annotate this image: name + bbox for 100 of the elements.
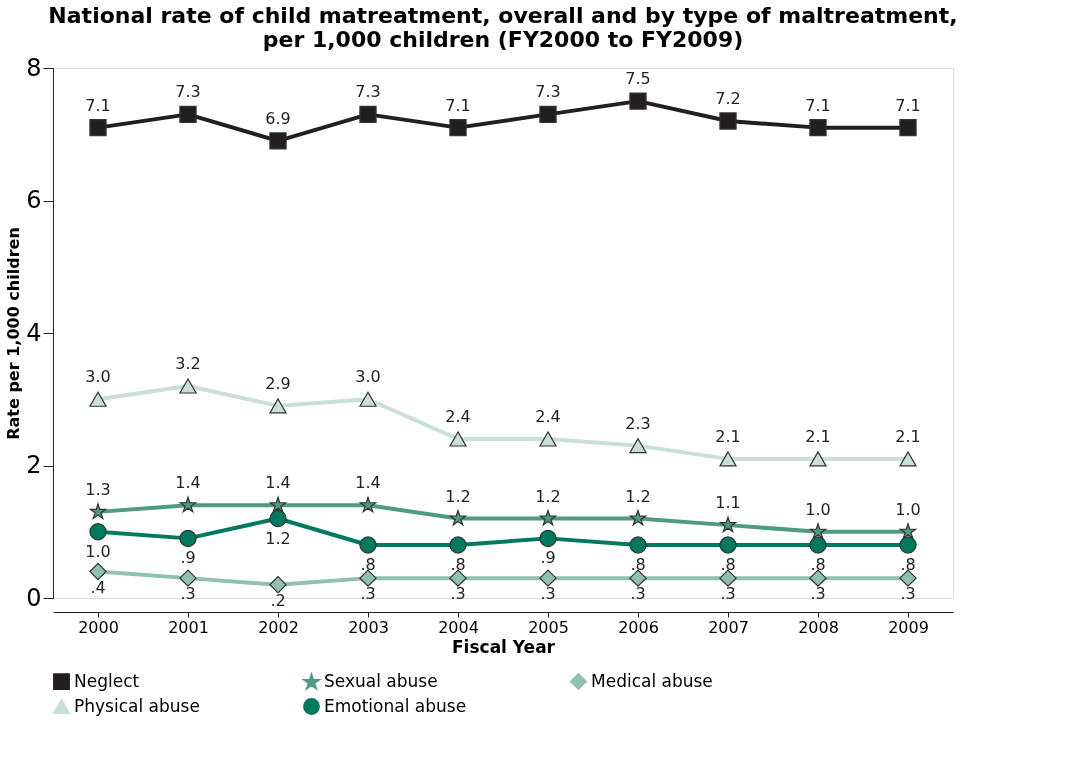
point (179, 496, 197, 513)
data-label: 2.4 (445, 407, 471, 426)
point (269, 398, 287, 414)
data-label: 2.1 (715, 426, 741, 446)
y-tick-label: 4 (26, 318, 42, 347)
point (449, 536, 467, 554)
data-label: 7.2 (715, 89, 741, 108)
x-tick-label: 2006 (618, 617, 659, 637)
data-label: 7.1 (895, 95, 921, 115)
data-label: 7.5 (625, 69, 651, 89)
point (359, 536, 377, 554)
data-label: 3.2 (175, 354, 201, 373)
x-axis-title: Fiscal Year (452, 636, 556, 657)
data-label: 1.0 (85, 541, 111, 561)
data-label: .2 (270, 590, 286, 610)
point (89, 562, 107, 581)
data-label: 1.4 (355, 473, 381, 493)
x-tick-label: 2004 (438, 617, 479, 637)
point (539, 431, 557, 447)
text: National rate of child matreatment, overall and by type of maltreatment, (48, 3, 958, 28)
data-label: .8 (810, 555, 826, 574)
data-label: 1.4 (175, 473, 201, 493)
point (269, 132, 287, 150)
data-label: .3 (180, 584, 196, 604)
data-label: .3 (360, 584, 376, 604)
point (719, 569, 737, 587)
point (629, 92, 647, 110)
data-label: 2.1 (805, 426, 831, 446)
x-tick-label: 2001 (168, 617, 209, 637)
data-label: .8 (900, 555, 916, 574)
data-label: .8 (630, 555, 646, 574)
point (809, 523, 827, 539)
data-label: 2.3 (625, 413, 651, 433)
point (809, 451, 827, 467)
data-label: 7.3 (355, 82, 381, 102)
point (179, 529, 197, 548)
point (719, 516, 737, 533)
y-tick-label: 8 (26, 53, 42, 82)
data-label: 1.2 (445, 486, 471, 506)
data-label: 2.9 (265, 373, 291, 393)
point (899, 569, 917, 587)
point (899, 451, 917, 467)
point (719, 112, 737, 130)
data-label: 7.3 (175, 82, 201, 102)
point (449, 431, 467, 447)
point (89, 523, 107, 541)
x-tick-label: 2005 (528, 617, 569, 637)
point (179, 105, 197, 124)
data-label: 1.2 (535, 486, 561, 506)
point (629, 509, 647, 526)
point (89, 118, 107, 137)
data-label: 7.1 (805, 95, 831, 115)
x-tick-label: 2008 (798, 617, 839, 637)
point (719, 536, 737, 554)
data-label: 7.1 (85, 95, 111, 115)
point (89, 391, 107, 407)
point (629, 438, 647, 454)
point (539, 529, 557, 548)
legend-label: Neglect (74, 670, 140, 691)
legend-label: Emotional abuse (324, 695, 467, 716)
y-axis-title: Rate per 1,000 children (4, 227, 24, 440)
data-label: .8 (360, 555, 376, 574)
data-label: 1.3 (85, 479, 111, 499)
y-tick-label: 2 (26, 451, 42, 479)
x-tick-label: 2003 (348, 617, 389, 637)
data-label: 7.1 (445, 95, 471, 115)
point (899, 118, 917, 137)
x-tick-label: 2009 (888, 617, 929, 637)
y-tick-label: 6 (26, 186, 42, 214)
data-label: 1.2 (625, 486, 651, 506)
data-label: 2.1 (895, 426, 921, 446)
data-label: .3 (720, 584, 736, 604)
point (359, 496, 377, 513)
point (269, 496, 287, 513)
point (449, 509, 467, 526)
point (359, 569, 377, 587)
point (449, 569, 467, 587)
data-label: 3.0 (85, 367, 111, 387)
point (809, 569, 827, 587)
point (629, 569, 647, 587)
point (89, 503, 107, 520)
point (359, 391, 377, 407)
point (539, 105, 557, 124)
data-label: .3 (900, 584, 916, 604)
data-label: .9 (180, 548, 196, 568)
point (719, 451, 737, 467)
data-label: .3 (810, 584, 826, 604)
data-label: 1.2 (265, 528, 291, 548)
data-label: .3 (630, 584, 646, 604)
point (179, 569, 197, 587)
data-label: 1.0 (805, 499, 831, 519)
point (899, 536, 917, 554)
point (359, 105, 377, 124)
legend-label: Physical abuse (74, 695, 200, 716)
data-label: 1.1 (715, 493, 741, 513)
x-tick-label: 2000 (78, 617, 119, 637)
legend-label: Sexual abuse (324, 671, 438, 692)
point (539, 569, 557, 587)
point (269, 509, 287, 528)
data-label: .8 (450, 555, 466, 574)
